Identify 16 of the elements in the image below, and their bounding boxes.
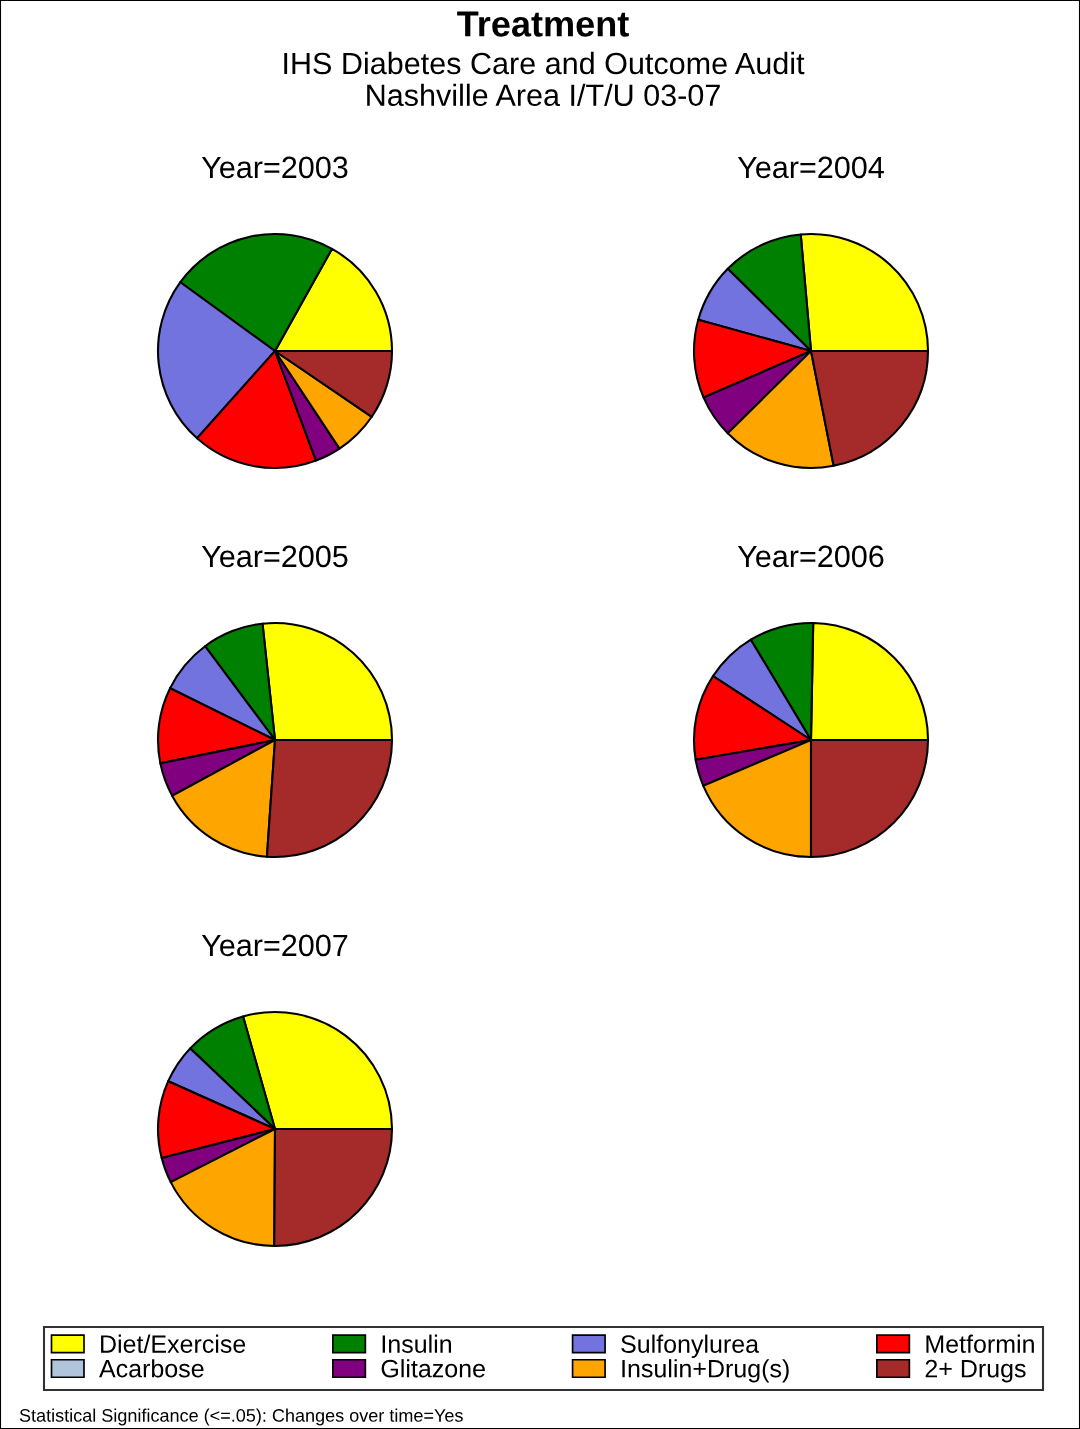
legend-label: Sulfonylurea xyxy=(621,1334,760,1358)
legend-label: Acarbose xyxy=(99,1359,204,1378)
legend-label: 2+ Drugs xyxy=(925,1359,1026,1383)
text: IHS Diabetes Care and Outcome Audit Nashville Area I/T/U 03-07 xyxy=(284,51,805,107)
legend-label: Insulin+Drug(s) xyxy=(622,1359,789,1383)
chart-title: Year=2004 xyxy=(737,156,884,179)
chart-title: Year=2005 xyxy=(201,545,348,568)
legend-label: Insulin xyxy=(382,1334,452,1353)
legend-label: Diet/Exercise xyxy=(101,1334,246,1353)
chart-title: Year=2006 xyxy=(737,545,884,568)
text: Treatment xyxy=(457,11,629,37)
legend-label: Glitazone xyxy=(381,1359,485,1378)
chart-title: Year=2003 xyxy=(201,156,348,179)
chart-title: Year=2007 xyxy=(201,934,348,957)
legend-label: Metformin xyxy=(926,1334,1034,1353)
text: Statistical Significance (<=.05): Changes over time=Yes xyxy=(19,1408,463,1426)
